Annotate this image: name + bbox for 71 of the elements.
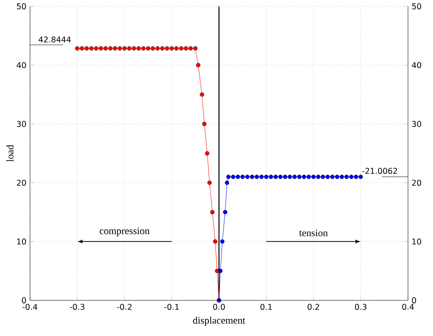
annotation: compression: [100, 227, 150, 236]
x-axis-title: displacement: [193, 316, 246, 326]
point: [320, 174, 326, 179]
point: [122, 46, 127, 50]
point: [231, 174, 236, 179]
point: [306, 174, 311, 179]
point: [118, 46, 122, 50]
point: [349, 174, 354, 179]
point: [193, 46, 198, 50]
point: [127, 46, 132, 50]
point: [354, 174, 358, 179]
point: [278, 174, 283, 179]
point: [150, 46, 155, 50]
point: [184, 46, 188, 50]
annotation: tension: [299, 229, 328, 236]
point: [214, 268, 220, 273]
point: [213, 239, 218, 244]
point: [207, 180, 212, 185]
point: [259, 174, 264, 179]
point: [210, 210, 215, 214]
point: [302, 174, 306, 179]
point: [226, 174, 231, 179]
point: [245, 174, 250, 179]
point: [224, 180, 230, 185]
point: [188, 46, 193, 50]
point: [200, 92, 204, 97]
point: [268, 174, 274, 179]
point: [316, 174, 320, 179]
point: [179, 46, 184, 50]
point: [132, 46, 136, 50]
point: [75, 46, 80, 50]
point: [340, 174, 344, 179]
point: [334, 174, 340, 179]
point: [236, 174, 240, 179]
point: [98, 46, 104, 50]
point: [344, 174, 349, 179]
y-axis-title: load: [6, 144, 14, 162]
point: [89, 46, 94, 50]
point: [136, 46, 141, 50]
point: [164, 46, 170, 50]
point: [250, 174, 254, 179]
point: [80, 46, 84, 50]
point: [112, 46, 118, 50]
point: [274, 174, 278, 179]
point: [326, 174, 330, 179]
point: [146, 46, 150, 50]
point: [330, 174, 335, 179]
point: [103, 46, 108, 50]
point: [297, 174, 302, 179]
point: [288, 174, 292, 179]
point: [174, 46, 179, 50]
point: [160, 46, 164, 50]
point: [205, 151, 210, 156]
point: [292, 174, 297, 179]
point: [240, 174, 245, 179]
point: [196, 62, 200, 68]
point: [141, 46, 146, 50]
point: [170, 46, 174, 50]
point: [220, 239, 224, 244]
point: [155, 46, 160, 50]
point: [94, 46, 98, 50]
point: [218, 268, 223, 273]
point: [254, 174, 259, 179]
point: [311, 174, 316, 179]
point: [108, 46, 112, 50]
point: [283, 174, 288, 179]
point: [223, 210, 228, 214]
point: [202, 122, 206, 126]
point: [358, 174, 363, 179]
point: [84, 46, 89, 50]
point: [264, 174, 268, 179]
